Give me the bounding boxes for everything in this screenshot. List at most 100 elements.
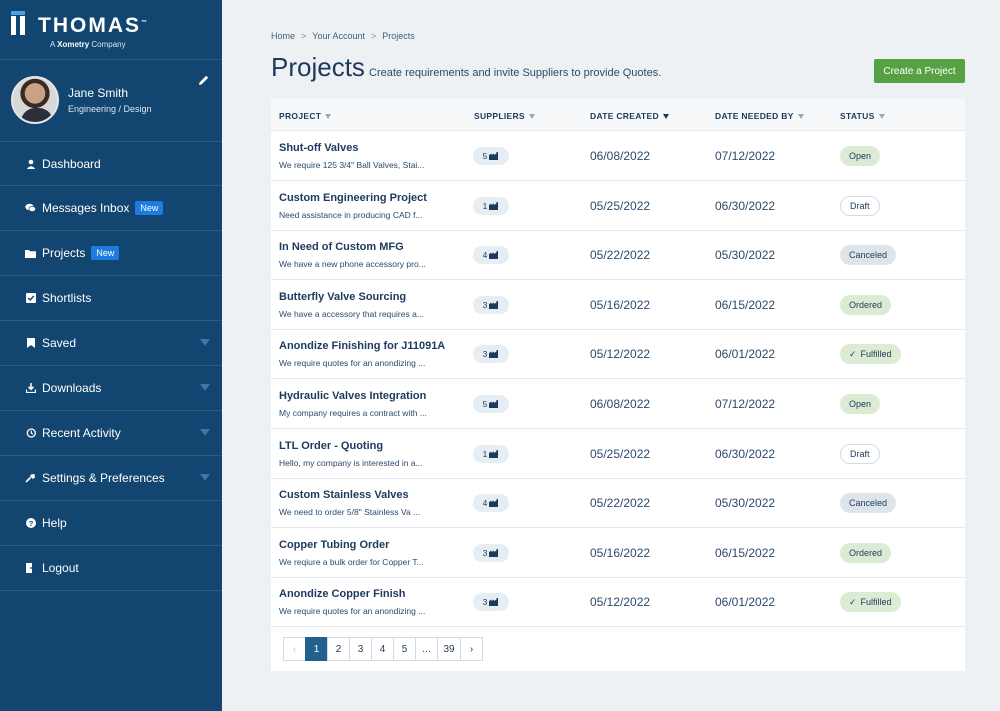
factory-icon [489,449,499,458]
suppliers-count-badge[interactable]: 4 [473,246,509,265]
avatar[interactable] [11,76,59,124]
pagination: ‹ 1 2 3 4 5… 39 › [283,637,483,661]
page-button[interactable]: 4 [371,637,394,661]
chevron-down-icon[interactable] [200,429,210,436]
factory-icon [489,499,499,508]
factory-icon [489,251,499,260]
history-icon [25,428,36,439]
project-name[interactable]: LTL Order - Quoting [279,439,384,452]
sidebar-item-logout[interactable]: Logout [0,546,222,591]
sidebar-item-messages-inbox[interactable]: Messages Inbox New [0,186,222,231]
table-row[interactable]: Butterfly Valve Sourcing We have a access… [271,280,965,330]
suppliers-count-badge[interactable]: 5 [473,395,509,413]
column-header-status[interactable]: STATUS [840,111,885,121]
project-name[interactable]: Hydraulic Valves Integration [279,390,427,402]
suppliers-count-badge[interactable]: 1 [473,444,509,463]
column-header-suppliers[interactable]: SUPPLIERS [474,111,535,121]
edit-profile-icon[interactable] [198,74,212,88]
checklist-icon [25,293,36,304]
column-header-date-needed-by[interactable]: DATE NEEDED BY [715,111,804,121]
pagination-ellipsis[interactable]: … [415,637,438,661]
page-button[interactable]: 5 [393,637,416,661]
sidebar-item-projects[interactable]: Projects New [0,231,222,276]
table-row[interactable]: Copper Tubing Order We reqiure a bulk ord… [271,528,965,578]
user-icon [25,158,36,169]
project-name[interactable]: Copper Tubing Order [279,538,390,551]
sidebar-item-downloads[interactable]: Downloads [0,366,222,411]
status-badge: Draft [840,443,880,464]
suppliers-count-badge[interactable]: 3 [473,543,509,562]
suppliers-count: 3 [482,597,488,608]
factory-icon [489,300,499,309]
chevron-down-icon[interactable] [200,474,210,481]
breadcrumb-separator: > [371,31,377,41]
sidebar-item-label: Help [42,516,67,530]
svg-text:?: ? [28,519,33,528]
project-name[interactable]: Butterfly Valve Sourcing [279,290,407,303]
page-button[interactable]: 3 [349,637,372,661]
sidebar-item-dashboard[interactable]: Dashboard [0,141,222,186]
project-name[interactable]: Custom Engineering Project [279,191,427,204]
chevron-down-icon[interactable] [200,384,210,391]
page-button[interactable]: 2 [327,637,350,661]
column-header-project[interactable]: PROJECT [279,111,332,121]
project-name[interactable]: Custom Stainless Valves [279,489,409,502]
project-description: We require quotes for an anondizing ... [279,606,426,617]
status-label: Fulfilled [860,349,892,360]
table-row[interactable]: In Need of Custom MFG We have a new phone… [271,230,965,281]
suppliers-count-badge[interactable]: 1 [473,196,509,215]
brand-subtitle: A Xometry Company [50,40,126,49]
column-label: PROJECT [279,111,322,121]
suppliers-count-badge[interactable]: 3 [473,345,509,364]
project-name[interactable]: Anondize Copper Finish [279,588,406,601]
breadcrumb-home[interactable]: Home [271,31,296,41]
table-row[interactable]: Anondize Finishing for J11091A We require… [271,329,965,380]
profile-name: Jane Smith [68,86,129,100]
sidebar-item-label: Downloads [42,381,102,395]
table-row[interactable]: Hydraulic Valves Integration My company r… [271,379,965,429]
suppliers-count-badge[interactable]: 3 [473,295,509,314]
column-header-date-created[interactable]: DATE CREATED [590,111,669,121]
suppliers-count-badge[interactable]: 3 [473,593,509,612]
brand-logo[interactable]: THOMAS™ A Xometry Company [0,0,222,60]
suppliers-count: 3 [482,547,488,558]
date-created: 05/12/2022 [590,595,651,610]
chevron-down-icon[interactable] [200,339,210,346]
sidebar-item-shortlists[interactable]: Shortlists [0,276,222,321]
next-page-button[interactable]: › [460,637,483,661]
project-description: We reqiure a bulk order for Copper T... [279,556,424,567]
project-description: We require quotes for an anondizing ... [279,358,426,369]
column-label: SUPPLIERS [474,111,525,121]
table-row[interactable]: LTL Order - Quoting Hello, my company is … [271,429,965,479]
table-row[interactable]: Anondize Copper Finish We require quotes … [271,577,965,628]
page-button[interactable]: 1 [305,637,328,661]
date-needed-by: 06/30/2022 [715,198,776,213]
page-subtitle: Create requirements and invite Suppliers… [369,67,662,79]
sidebar-item-saved[interactable]: Saved [0,321,222,366]
breadcrumb-your-account[interactable]: Your Account [312,31,365,41]
table-row[interactable]: Custom Stainless Valves We need to order … [271,478,965,529]
sidebar-item-recent-activity[interactable]: Recent Activity [0,411,222,456]
suppliers-count-badge[interactable]: 5 [473,147,509,165]
status-badge: Draft [840,195,880,216]
project-name[interactable]: In Need of Custom MFG [279,241,404,254]
breadcrumb-separator: > [301,31,307,41]
project-name[interactable]: Anondize Finishing for J11091A [279,340,446,353]
sidebar-item-settings[interactable]: Settings & Preferences [0,456,222,501]
date-needed-by: 06/01/2022 [715,347,776,362]
project-name[interactable]: Shut-off Valves [279,142,359,154]
suppliers-count-badge[interactable]: 4 [473,494,509,513]
create-project-button[interactable]: Create a Project [874,59,965,83]
sidebar-nav: Dashboard Messages Inbox New Projects Ne… [0,141,222,591]
sidebar-item-help[interactable]: ? Help [0,501,222,546]
status-label: Fulfilled [860,597,892,608]
xometry-brand: Xometry [57,40,90,49]
date-created: 05/16/2022 [590,297,651,312]
table-row[interactable]: Custom Engineering Project Need assistanc… [271,181,965,231]
thomas-logo-icon [11,11,27,35]
prev-page-button[interactable]: ‹ [283,637,306,661]
table-row[interactable]: Shut-off Valves We require 125 3/4" Ball … [271,131,965,181]
settings-icon [25,473,36,484]
page-button[interactable]: 39 [437,637,461,661]
check-icon: ✓ [849,596,857,607]
